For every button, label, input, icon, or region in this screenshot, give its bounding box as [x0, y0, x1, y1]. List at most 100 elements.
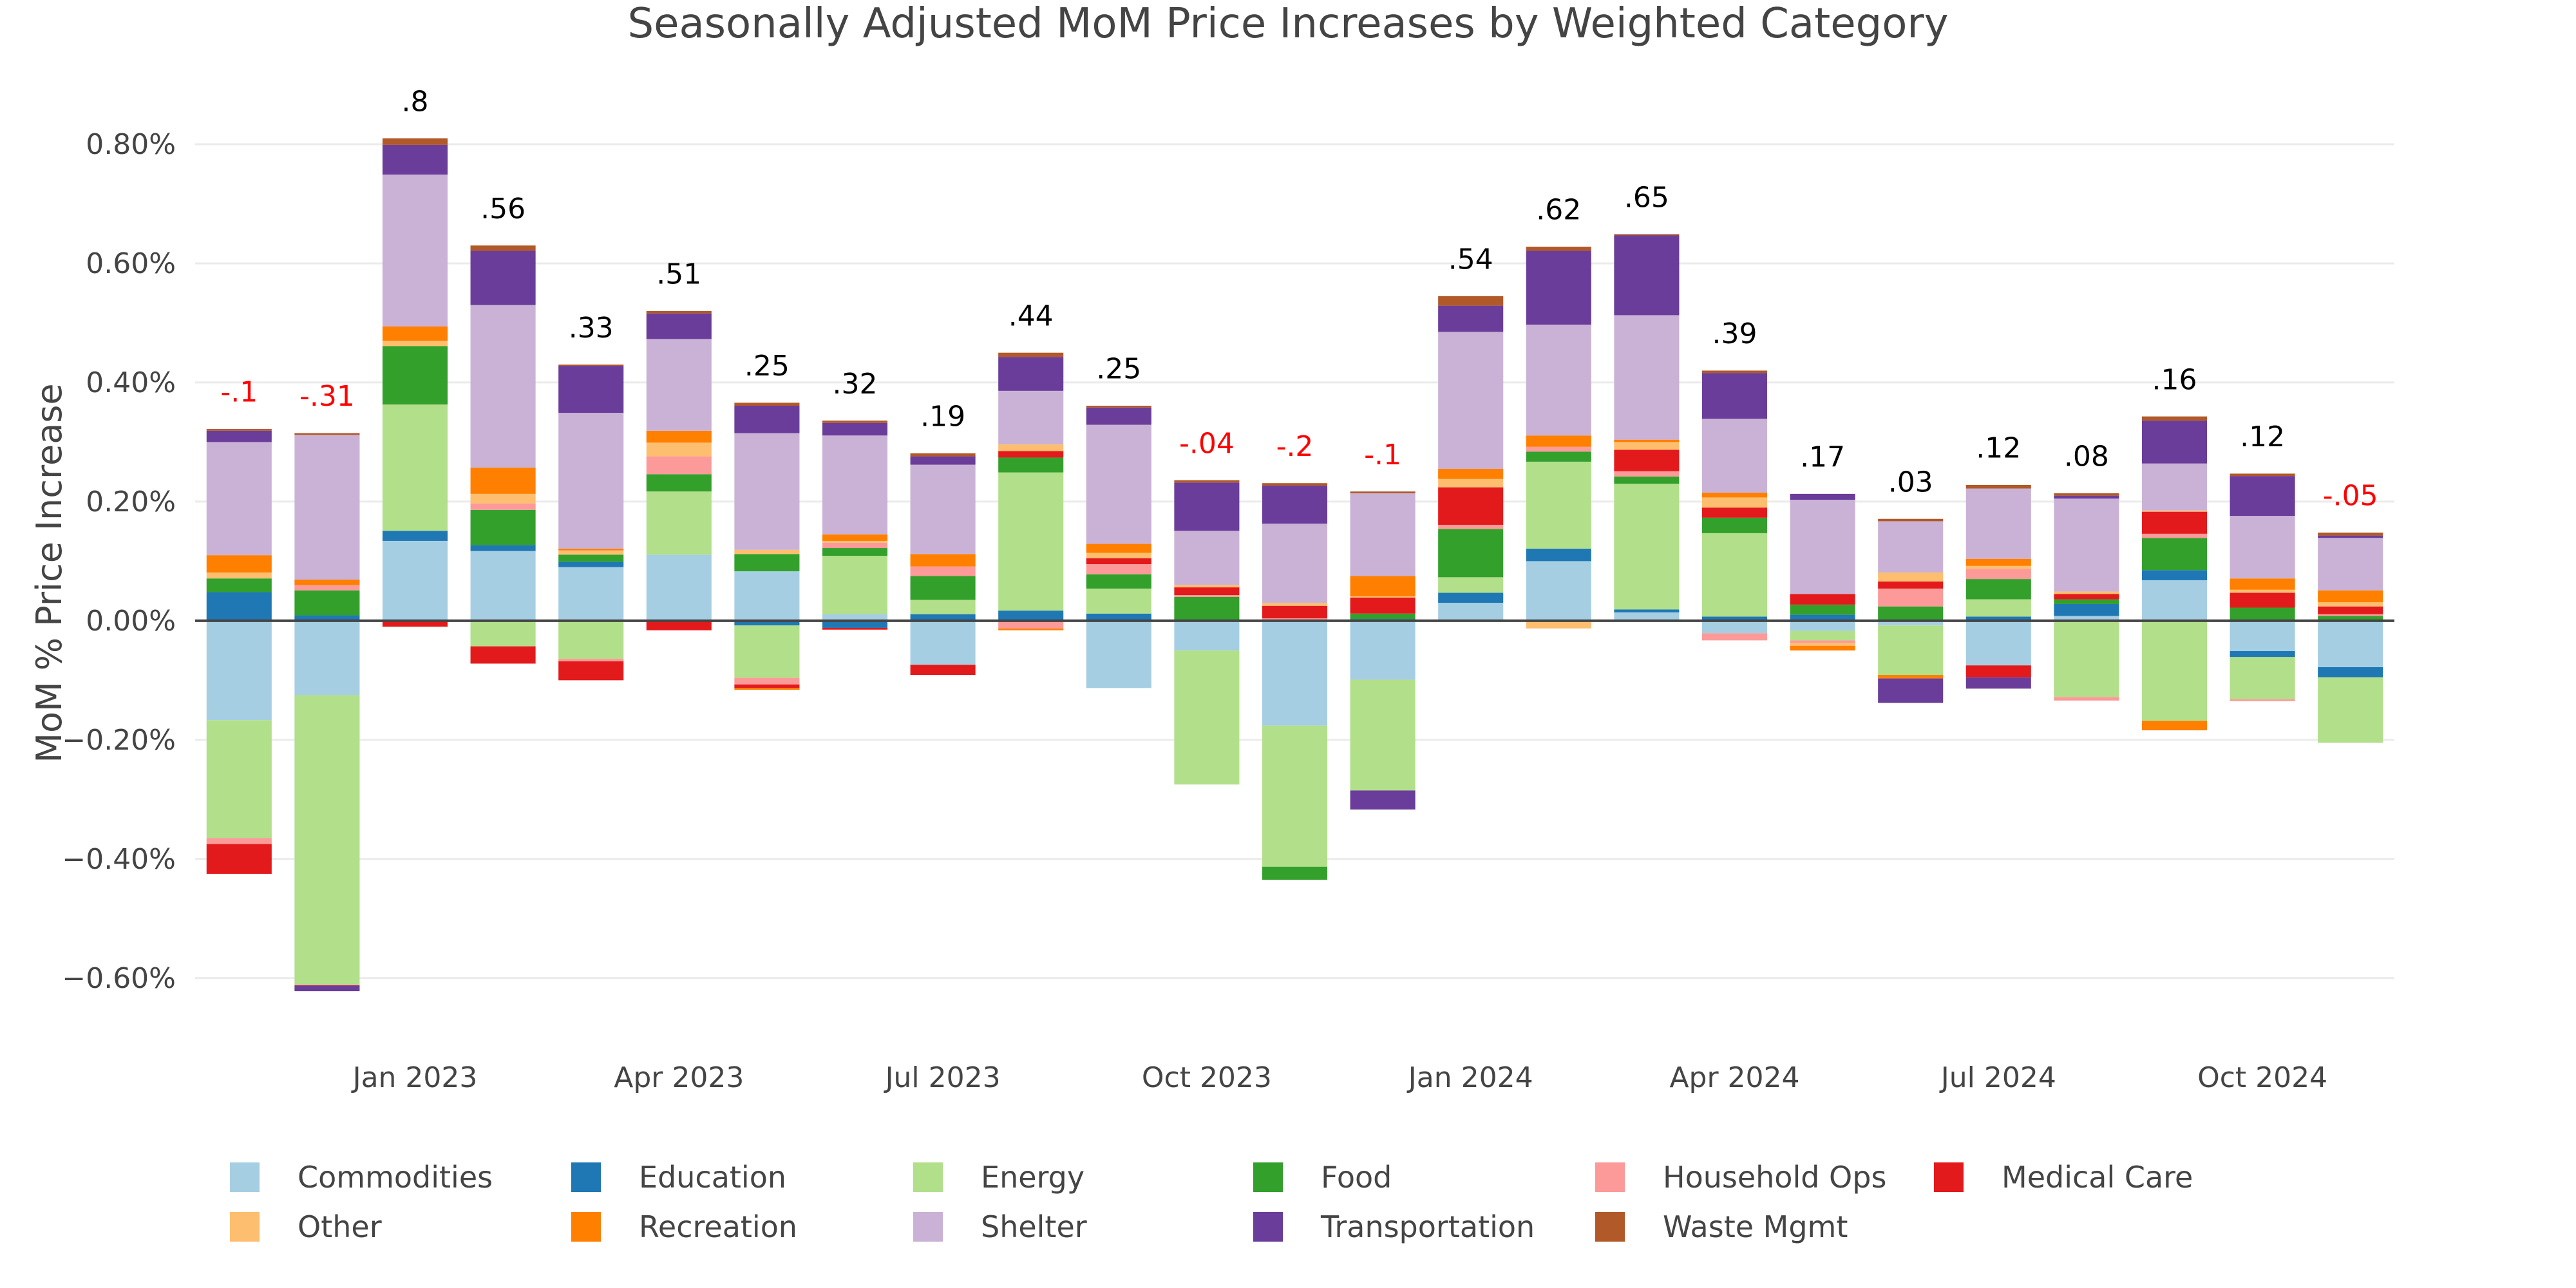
- bar-segment-energy: [1086, 588, 1151, 614]
- bar-segment-recreation: [2230, 578, 2295, 590]
- bar-segment-medical-care: [558, 661, 624, 681]
- bar-segment-medical-care: [1878, 581, 1944, 589]
- bar-segment-medical-care: [646, 620, 712, 630]
- bar-segment-other: [1701, 497, 1768, 508]
- bar-segment-shelter: [1174, 531, 1240, 585]
- bar-segment-commodities: [382, 540, 448, 621]
- bar-segment-commodities: [734, 571, 800, 621]
- total-labels: -.1 -.31 .8 .56 .33 .51 .25 .32 .19 .44 .25 -.04 -.2…: [220, 85, 2378, 512]
- bar-segment-transportation: [206, 430, 272, 442]
- bar-segment-transportation: [2141, 421, 2208, 464]
- bar-segment-energy: [822, 556, 888, 614]
- bar-segment-household-ops: [206, 838, 272, 844]
- bar-segment-energy: [382, 404, 448, 531]
- total-label: .17: [1800, 441, 1845, 474]
- bar-segment-medical-care: [822, 627, 888, 630]
- bar-segment-medical-care: [2230, 592, 2295, 608]
- bar-segment-transportation: [910, 456, 976, 465]
- legend-label: Medical Care: [2002, 1160, 2193, 1195]
- bar-segment-medical-care: [1965, 665, 2031, 677]
- bar-segment-household-ops: [558, 659, 624, 661]
- x-tick-label: Apr 2023: [614, 1061, 744, 1094]
- bar-segment-recreation: [294, 580, 360, 585]
- bar-segment-medical-care: [470, 646, 536, 664]
- bar-segment-energy: [734, 625, 800, 678]
- bar-segment-waste-mgmt: [2230, 473, 2295, 477]
- bar-segment-recreation: [2141, 721, 2208, 731]
- bar-segment-medical-care: [382, 620, 448, 627]
- bar-segment-education: [2318, 667, 2383, 677]
- bar-segment-shelter: [1526, 325, 1591, 436]
- legend-label: Education: [639, 1160, 786, 1195]
- bar-segment-shelter: [1614, 315, 1680, 440]
- legend-label: Transportation: [1320, 1209, 1535, 1244]
- total-label: .19: [920, 401, 965, 433]
- x-tick-label: Oct 2024: [2197, 1061, 2327, 1094]
- total-label: .32: [833, 368, 878, 401]
- bar-segment-transportation: [2054, 495, 2119, 499]
- bar-segment-food: [1086, 574, 1151, 589]
- bar-segment-food: [206, 578, 272, 592]
- bar-segment-education: [2054, 603, 2119, 616]
- bar-segment-education: [1086, 613, 1151, 621]
- bar-segment-education: [910, 614, 976, 621]
- bar-segment-transportation: [1438, 305, 1504, 332]
- bar-segment-commodities: [1790, 620, 1855, 631]
- bar-segment-commodities: [822, 614, 888, 621]
- bar-segment-household-ops: [2141, 533, 2208, 538]
- total-label: .08: [2064, 440, 2109, 473]
- x-tick-label: Oct 2023: [1142, 1061, 1272, 1094]
- total-label: .54: [1448, 243, 1493, 276]
- bar-segment-other: [1614, 442, 1680, 450]
- bar-segment-other: [1350, 596, 1416, 598]
- bar-segment-commodities: [294, 620, 360, 696]
- bar-segment-transportation: [1701, 373, 1768, 419]
- bar-segment-shelter: [1086, 424, 1151, 544]
- bar-segment-food: [1701, 517, 1768, 533]
- y-tick-label: −0.60%: [62, 962, 176, 995]
- legend-swatch: [571, 1212, 601, 1242]
- bar-segment-waste-mgmt: [1965, 484, 2031, 489]
- legend-swatch: [571, 1162, 601, 1192]
- bar-segment-shelter: [734, 433, 800, 550]
- bar-segment-commodities: [1526, 561, 1591, 621]
- bar-segment-waste-mgmt: [910, 453, 976, 457]
- bar-segment-commodities: [558, 567, 624, 621]
- bar-segment-other: [1790, 643, 1855, 646]
- bar-segment-energy: [1965, 599, 2031, 617]
- total-label: -.2: [1276, 430, 1314, 463]
- legend-swatch: [1253, 1162, 1283, 1192]
- bar-segment-household-ops: [2318, 614, 2383, 616]
- bar-segment-education: [822, 620, 888, 628]
- bar-segment-energy: [2230, 657, 2295, 699]
- bar-segment-education: [734, 620, 800, 626]
- bar-segment-waste-mgmt: [1174, 480, 1240, 483]
- bar-segment-waste-mgmt: [1701, 370, 1768, 374]
- bar-segment-other: [294, 984, 360, 985]
- legend-swatch: [913, 1162, 943, 1192]
- bar-segment-waste-mgmt: [1086, 405, 1151, 408]
- bar-segment-transportation: [558, 366, 624, 413]
- bar-segment-medical-care: [1086, 558, 1151, 564]
- bar-segment-shelter: [2318, 538, 2383, 591]
- bar-segment-education: [382, 531, 448, 541]
- bar-segment-waste-mgmt: [470, 245, 536, 251]
- bar-segment-food: [910, 576, 976, 600]
- bar-segment-commodities: [646, 554, 712, 621]
- bar-segment-food: [998, 457, 1064, 473]
- bar-segment-recreation: [1878, 675, 1944, 679]
- bar-segment-transportation: [1262, 485, 1328, 524]
- y-tick-label: 0.00%: [86, 605, 176, 638]
- bar-segment-education: [1438, 592, 1504, 603]
- bar-segment-waste-mgmt: [734, 402, 800, 406]
- bar-segment-transportation: [1526, 251, 1591, 325]
- bar-segment-food: [1174, 596, 1240, 621]
- bar-segment-other: [2054, 591, 2119, 594]
- bar-segment-recreation: [2318, 590, 2383, 603]
- total-label: .03: [1888, 466, 1933, 498]
- x-tick-label: Jan 2024: [1406, 1061, 1533, 1094]
- bar-segment-shelter: [206, 442, 272, 556]
- bar-segment-other: [206, 572, 272, 579]
- bar-segment-recreation: [734, 688, 800, 690]
